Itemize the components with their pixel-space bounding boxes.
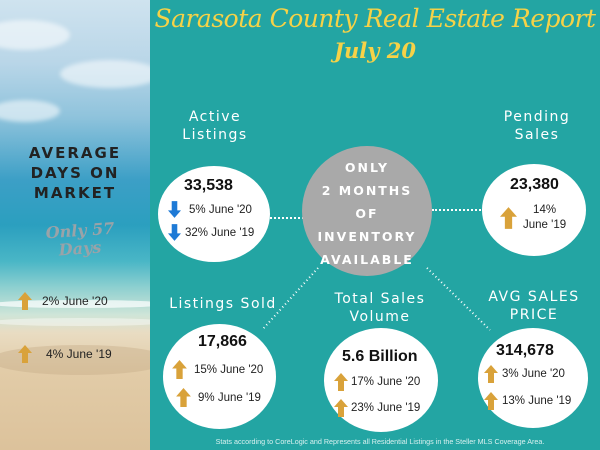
- up-arrow-icon: [172, 360, 187, 379]
- inventory-circle: [302, 146, 432, 276]
- report-title: Sarasota County Real Estate Report: [154, 4, 596, 33]
- inventory-line-5: AVAILABLE: [320, 252, 414, 267]
- up-arrow-icon: [334, 373, 348, 391]
- pending-sales-label: Pending Sales: [492, 108, 582, 144]
- avg-days-heading-line1: AVERAGE: [28, 144, 122, 162]
- active-listings-stat-2-text: 32% June '19: [185, 226, 255, 239]
- avg-days-heading-line2: DAYS ON: [30, 164, 120, 182]
- avg-sales-price-label-line2: PRICE: [509, 307, 559, 323]
- up-arrow-icon: [18, 292, 32, 310]
- down-arrow-icon: [168, 224, 181, 241]
- avg-sales-price-stat-2-text: 13% June '19: [502, 395, 572, 407]
- active-listings-stat-1: 5% June '20: [168, 201, 252, 218]
- listings-sold-stat-2: 9% June '19: [176, 388, 261, 407]
- up-arrow-icon: [334, 399, 348, 417]
- total-sales-volume-label: Total Sales Volume: [325, 290, 435, 326]
- active-listings-label: Active Listings: [170, 108, 260, 144]
- up-arrow-icon: [484, 365, 498, 383]
- up-arrow-icon: [18, 345, 32, 363]
- up-arrow-icon: [500, 207, 517, 229]
- pending-sales-stat-1-text: 14% June '19: [523, 203, 566, 233]
- beach-photo-panel: [0, 0, 150, 450]
- avg-days-stat-1-text: 2% June '20: [42, 294, 108, 308]
- connector-line-left: [270, 217, 304, 219]
- total-sales-volume-stat-1-text: 17% June '20: [351, 376, 421, 388]
- inventory-line-1: ONLY: [344, 160, 390, 175]
- listings-sold-stat-2-text: 9% June '19: [198, 391, 261, 404]
- avg-sales-price-circle: [478, 328, 588, 428]
- listings-sold-value: 17,866: [198, 333, 247, 350]
- pending-sales-label-line1: Pending: [503, 109, 571, 125]
- pending-sales-circle: [482, 164, 586, 256]
- avg-sales-price-value: 314,678: [496, 342, 554, 359]
- avg-days-stat-2: 4% June '19: [18, 345, 112, 363]
- pending-sales-value: 23,380: [510, 176, 559, 193]
- listings-sold-stat-1-text: 15% June '20: [194, 363, 264, 376]
- pending-sales-stat-1-line2: June '19: [523, 219, 567, 231]
- connector-line-right: [432, 209, 484, 211]
- avg-days-heading-line3: MARKET: [33, 184, 117, 202]
- down-arrow-icon: [168, 201, 181, 218]
- inventory-line-4: INVENTORY: [317, 229, 417, 244]
- up-arrow-icon: [484, 392, 498, 410]
- report-subtitle: July 20: [334, 38, 416, 63]
- pending-sales-stat-1: 14% June '19: [500, 203, 566, 233]
- total-sales-volume-label-line2: Volume: [349, 309, 411, 325]
- up-arrow-icon: [176, 388, 191, 407]
- avg-sales-price-label-line1: AVG SALES: [488, 289, 580, 305]
- listings-sold-stat-1: 15% June '20: [172, 360, 263, 379]
- avg-sales-price-stat-1-text: 3% June '20: [502, 368, 565, 380]
- pending-sales-label-line2: Sales: [514, 127, 560, 143]
- total-sales-volume-stat-2: 23% June '19: [334, 399, 420, 417]
- active-listings-stat-1-text: 5% June '20: [189, 203, 252, 216]
- active-listings-stat-2: 32% June '19: [168, 224, 254, 241]
- total-sales-volume-stat-2-text: 23% June '19: [351, 402, 421, 414]
- total-sales-volume-value: 5.6 Billion: [342, 348, 418, 365]
- active-listings-label-line2: Listings: [182, 127, 248, 143]
- inventory-line-2: 2 MONTHS: [321, 183, 413, 198]
- total-sales-volume-label-line1: Total Sales: [334, 291, 426, 307]
- pending-sales-stat-1-line1: 14%: [533, 204, 557, 216]
- footnote: Stats according to CoreLogic and Represe…: [215, 437, 545, 446]
- total-sales-volume-stat-1: 17% June '20: [334, 373, 420, 391]
- active-listings-label-line1: Active: [188, 109, 242, 125]
- inventory-line-3: OF: [355, 206, 379, 221]
- active-listings-value: 33,538: [184, 177, 233, 194]
- avg-sales-price-stat-2: 13% June '19: [484, 392, 571, 410]
- listings-sold-label: Listings Sold: [169, 296, 277, 312]
- avg-sales-price-label: AVG SALES PRICE: [474, 288, 594, 324]
- avg-sales-price-stat-1: 3% June '20: [484, 365, 565, 383]
- avg-days-stat-1: 2% June '20: [18, 292, 108, 310]
- avg-days-stat-2-text: 4% June '19: [46, 347, 112, 361]
